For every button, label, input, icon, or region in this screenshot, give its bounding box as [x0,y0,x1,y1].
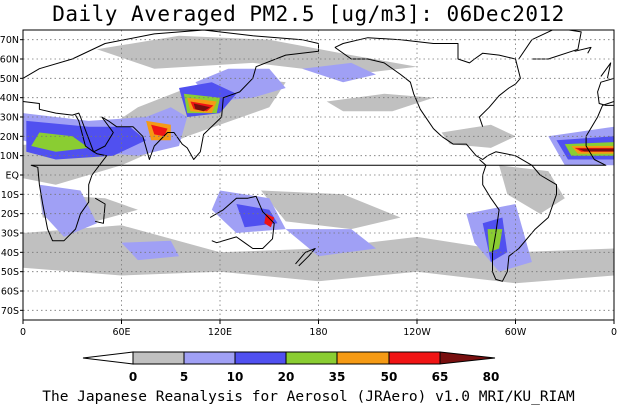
colorbar-swatch-7 [439,351,496,365]
y-tick-label: 30S [1,229,19,240]
y-tick-label: 10N [0,151,19,162]
y-tick-label: EQ [6,171,19,182]
coastline [597,77,614,106]
x-tick-label: 0 [20,327,26,338]
x-tick-label: 0 [611,327,617,338]
colorbar-tick-label: 5 [180,370,188,384]
x-tick-label: 60E [112,327,130,338]
coastline [30,101,614,242]
y-tick-label: 70S [1,306,19,317]
chart-title: Daily Averaged PM2.5 [ug/m3]: 06Dec2012 [52,2,565,26]
colorbar-swatch-0 [82,351,134,365]
pm25-field-layer [23,35,614,284]
pm25-region-level-2 [285,229,376,257]
pm25-region-level-4 [31,132,89,152]
colorbar-swatch-1 [132,351,185,365]
colorbar-swatch-2 [183,351,236,365]
colorbar-swatch-5 [336,351,390,365]
coastline [209,195,275,249]
coastline [295,248,316,267]
y-tick-label: 70N [0,35,19,46]
colorbar-tick-label: 0 [129,370,137,384]
coastline [334,37,521,127]
y-tick-label: 20N [0,132,19,143]
pm25-region-level-7 [193,103,211,112]
colorbar-swatch-3 [234,351,287,365]
y-tick-label: 50N [0,74,19,85]
pm25-region-level-2 [121,240,179,261]
x-tick-label: 120E [208,327,232,338]
y-tick-label: 60N [0,55,19,66]
pm25-region-level-6 [151,124,168,137]
coastline [600,62,612,79]
y-tick-label: 40S [1,248,19,259]
colorbar-tick-label: 65 [432,370,449,384]
y-tick-label: 20S [1,209,19,220]
coastline-layer [23,30,614,282]
pm25-region-level-7 [577,148,614,152]
coastline [574,46,592,54]
y-tick-label: 10S [1,190,19,201]
x-tick-label: 60W [505,327,527,338]
colorbar-tick-label: 10 [227,370,244,384]
pm25-region-level-1 [261,190,401,230]
credit-line: The Japanese Reanalysis for Aerosol (JRA… [42,389,575,405]
colorbar-tick-label: 50 [381,370,398,384]
y-tick-label: 50S [1,267,19,278]
pm25-region-level-1 [499,165,565,214]
x-tick-label: 180 [309,327,327,338]
x-tick-label: 120W [403,327,431,338]
pm25-region-level-6 [264,213,275,228]
pm25-region-level-2 [302,62,376,83]
colorbar-swatch-4 [285,351,338,365]
x-axis: 0 60E 120E 180 120W 60W 0 [20,320,617,338]
pm25-region-level-4 [487,229,503,253]
y-tick-label: 40N [0,93,19,104]
y-tick-label: 60S [1,287,19,298]
colorbar-tick-label: 20 [278,370,295,384]
grid-layer [23,30,614,320]
colorbar-tick-label: 35 [329,370,346,384]
pm25-region-level-2 [39,184,97,237]
colorbar-swatch-6 [388,351,441,365]
y-tick-label: 30N [0,113,19,124]
coastline [23,30,319,160]
y-axis: 70N 60N 50N 40N 30N 20N 10N EQ 10S 20S 30S 40S 50S 60… [0,35,23,317]
colorbar-tick-label: 80 [483,370,500,384]
pm25-region-level-1 [326,93,434,112]
